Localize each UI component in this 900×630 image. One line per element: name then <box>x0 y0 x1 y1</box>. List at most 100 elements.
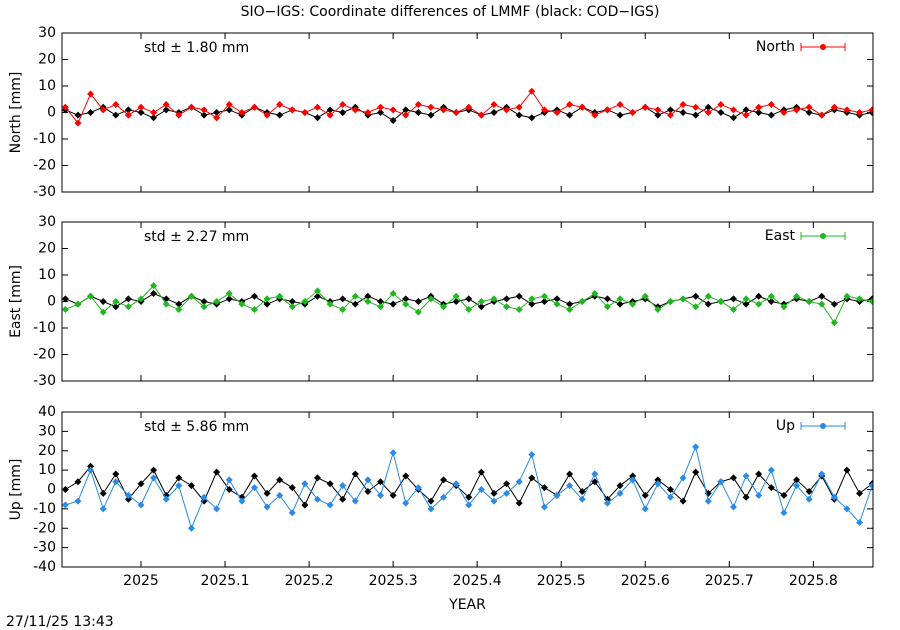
point <box>729 106 737 114</box>
point <box>742 111 750 119</box>
point <box>692 292 700 300</box>
point <box>540 484 548 492</box>
point <box>250 103 258 111</box>
point <box>326 111 334 119</box>
y-tick-label: -10 <box>33 501 56 517</box>
point <box>767 466 775 474</box>
chart-title: SIO−IGS: Coordinate differences of LMMF … <box>241 4 660 20</box>
point <box>364 476 372 484</box>
point <box>591 470 599 478</box>
point <box>528 114 536 122</box>
point <box>427 505 435 513</box>
point <box>755 103 763 111</box>
point <box>187 482 195 490</box>
point <box>603 303 611 311</box>
point <box>805 103 813 111</box>
point <box>729 114 737 122</box>
point <box>540 106 548 114</box>
point <box>566 470 574 478</box>
point <box>301 501 309 509</box>
point <box>780 509 788 517</box>
point <box>843 292 851 300</box>
point <box>99 489 107 497</box>
point <box>150 466 158 474</box>
point <box>830 319 838 327</box>
point <box>162 300 170 308</box>
point <box>238 300 246 308</box>
point <box>490 497 498 505</box>
point <box>74 119 82 127</box>
point <box>755 109 763 116</box>
y-tick-label: -30 <box>33 184 56 200</box>
point <box>427 111 435 119</box>
point <box>629 109 637 116</box>
point <box>87 462 95 470</box>
point <box>313 103 321 111</box>
point <box>818 470 826 478</box>
point <box>591 111 599 119</box>
point <box>729 295 737 303</box>
point <box>225 476 233 484</box>
point <box>414 308 422 316</box>
point <box>250 484 258 492</box>
point <box>654 111 662 119</box>
point <box>313 287 321 295</box>
point <box>856 295 864 303</box>
point <box>603 499 611 507</box>
point <box>440 106 448 114</box>
point <box>87 466 95 474</box>
point <box>238 497 246 505</box>
point <box>679 109 687 116</box>
point <box>616 300 624 308</box>
point <box>213 109 221 116</box>
point <box>793 292 801 300</box>
point <box>99 298 107 305</box>
point <box>729 503 737 511</box>
point <box>339 495 347 503</box>
legend-label: North <box>756 39 795 55</box>
point <box>805 298 813 305</box>
point <box>755 292 763 300</box>
point <box>351 470 359 478</box>
point <box>112 111 120 119</box>
point <box>200 111 208 119</box>
point <box>402 499 410 507</box>
y-tick-label: 20 <box>38 443 56 459</box>
point <box>868 106 873 114</box>
point <box>729 474 737 482</box>
point <box>402 295 410 303</box>
point <box>225 486 233 493</box>
point <box>603 295 611 303</box>
point <box>326 480 334 488</box>
point <box>692 303 700 311</box>
point <box>62 103 69 111</box>
point <box>465 501 473 509</box>
point <box>288 298 296 305</box>
point <box>540 292 548 300</box>
point <box>263 300 271 308</box>
point <box>503 303 511 311</box>
point <box>629 472 637 480</box>
point <box>137 501 145 509</box>
point <box>553 491 561 499</box>
point <box>629 300 637 308</box>
point <box>377 103 385 111</box>
point <box>187 292 195 300</box>
plot-frame <box>61 32 874 193</box>
point <box>402 106 410 114</box>
point <box>225 290 233 298</box>
point <box>490 489 498 497</box>
point <box>477 111 485 119</box>
point <box>805 487 813 495</box>
y-tick-label: 10 <box>38 462 56 478</box>
point <box>692 468 700 476</box>
point <box>540 298 548 305</box>
point <box>389 290 397 298</box>
point <box>666 486 674 493</box>
point <box>729 305 737 313</box>
point <box>150 282 158 290</box>
point <box>578 298 586 305</box>
point <box>414 101 422 109</box>
point <box>276 476 284 484</box>
point <box>742 493 750 501</box>
